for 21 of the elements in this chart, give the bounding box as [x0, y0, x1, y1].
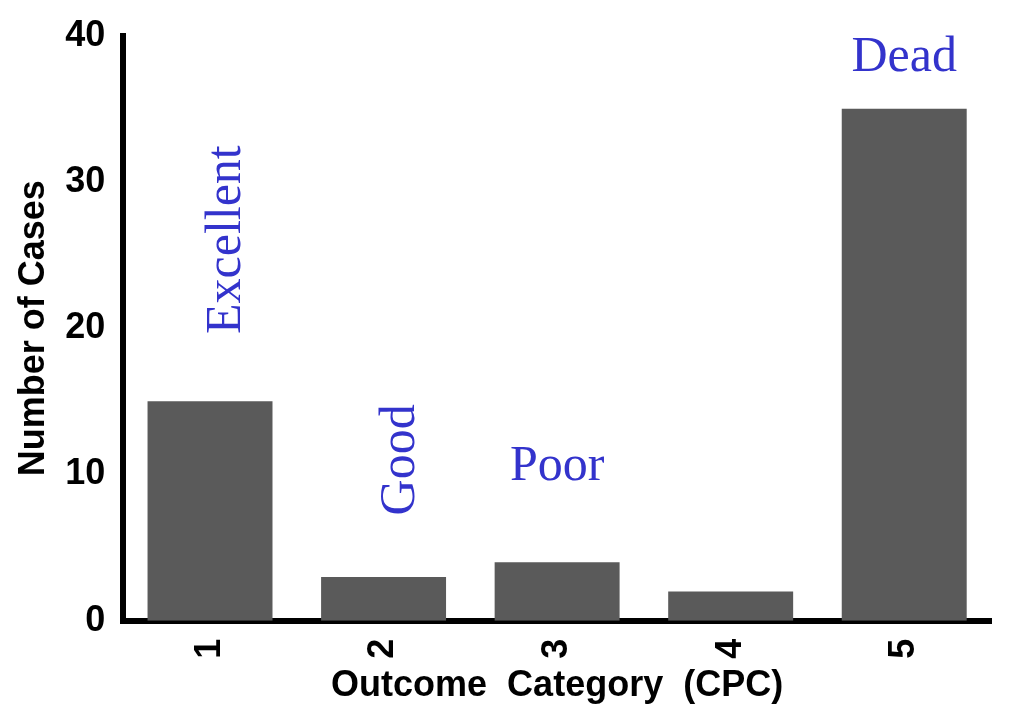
- annotation: Poor: [509, 435, 605, 492]
- bar: [668, 591, 794, 621]
- annotation: Dead: [851, 25, 957, 82]
- x-tick-label: 3: [534, 638, 576, 659]
- bar: [494, 562, 620, 621]
- x-tick-label: 5: [881, 638, 923, 659]
- bar: [841, 108, 967, 621]
- y-tick-label: 40: [65, 12, 106, 54]
- x-tick-label: 4: [707, 638, 749, 659]
- annotation: Good: [368, 404, 425, 516]
- x-tick-label: 2: [360, 638, 402, 659]
- x-tick-label: 1: [186, 638, 228, 659]
- bar: [321, 576, 447, 621]
- y-tick-label: 20: [65, 305, 106, 347]
- y-tick-label: 30: [65, 158, 106, 200]
- y-tick-label: 10: [65, 451, 106, 493]
- bar: [147, 401, 273, 621]
- annotation: Excellent: [195, 145, 252, 335]
- y-axis-title: Number of Cases: [10, 180, 52, 477]
- y-tick-label: 0: [85, 597, 106, 639]
- x-axis-title: Outcome Category (CPC): [331, 663, 784, 705]
